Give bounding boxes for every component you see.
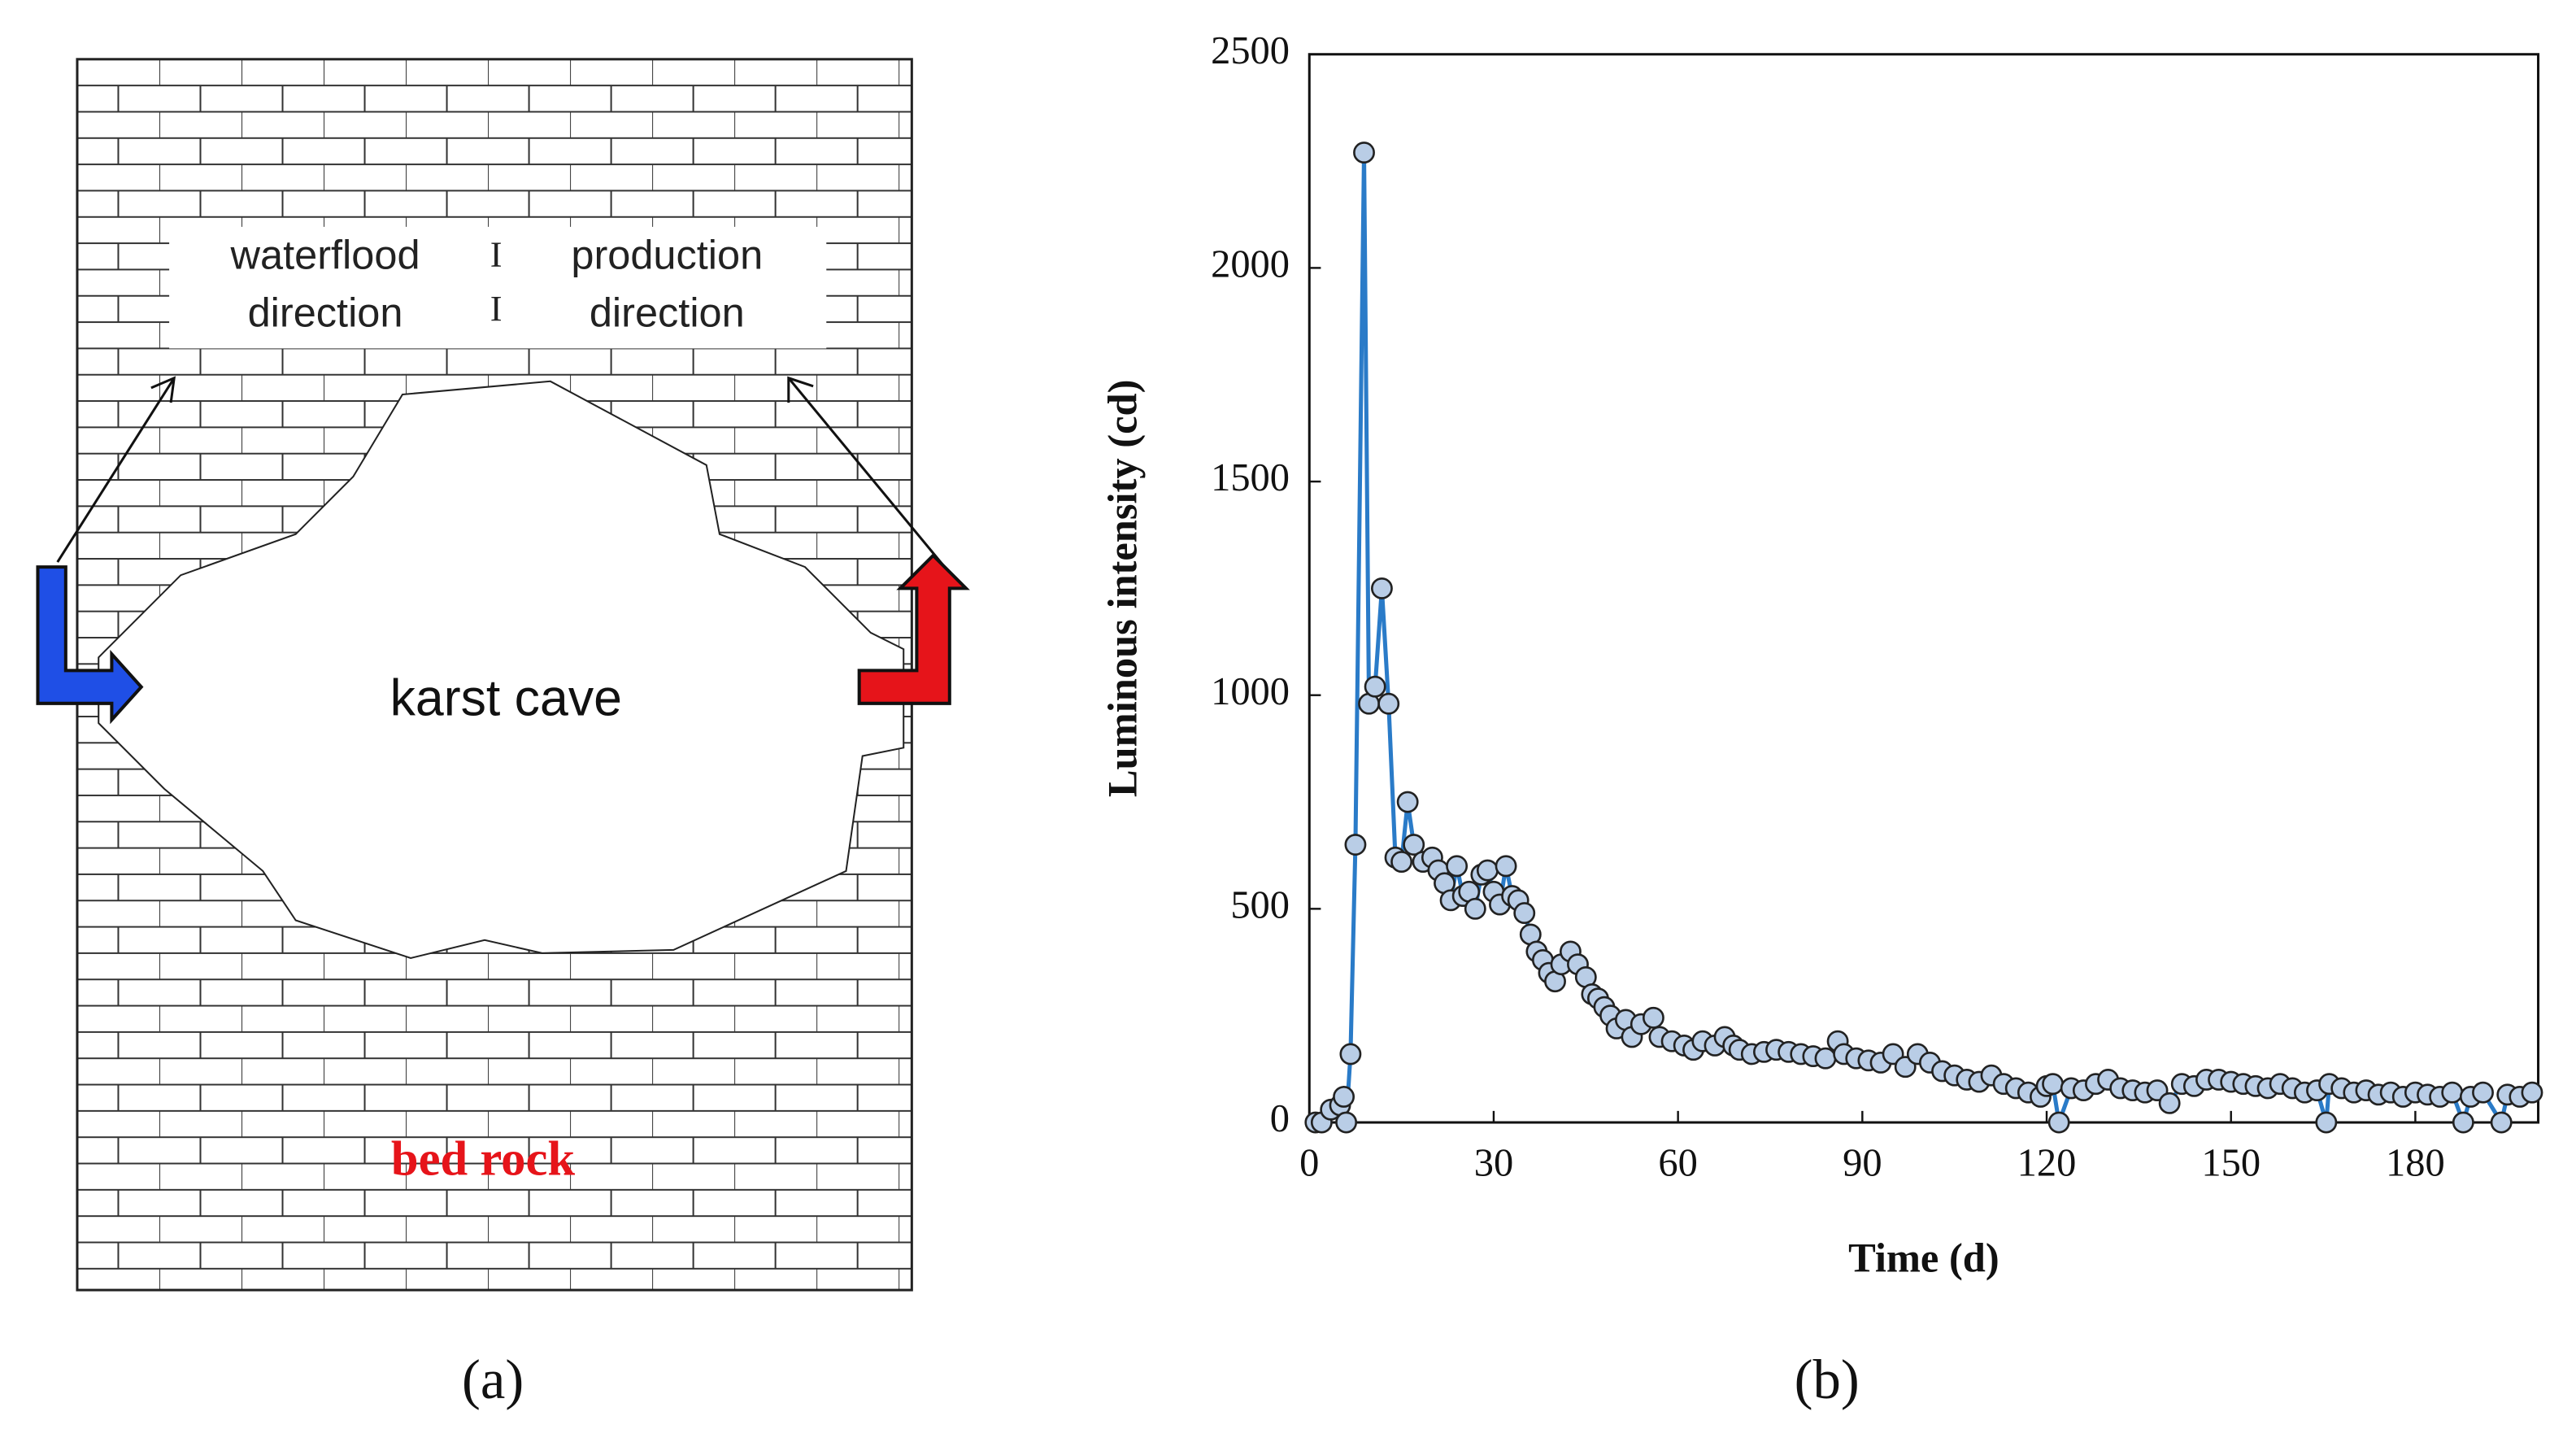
data-point <box>1377 692 1400 715</box>
label-box <box>169 226 827 349</box>
label: production <box>571 232 763 278</box>
x-tick-label: 30 <box>1474 1142 1513 1185</box>
arrow <box>56 377 176 563</box>
label: direction <box>590 289 745 335</box>
cave-label: karst cave <box>390 669 622 726</box>
data-point <box>1642 1006 1664 1029</box>
data-point <box>2452 1111 2474 1134</box>
diagram: waterflood direction I production direct… <box>36 58 970 1292</box>
y-tick-label: 1000 <box>1211 670 1290 713</box>
y-tick-label: 2500 <box>1211 29 1290 72</box>
data-point <box>2472 1081 2494 1104</box>
chart: 0 500 1000 1500 2000 2500 0 30 60 90 120 150 180 Time… <box>1100 29 2543 1280</box>
x-tick-label: 180 <box>2386 1142 2445 1185</box>
rock-label: bed rock <box>391 1131 575 1186</box>
x-tick-label: 60 <box>1658 1142 1697 1185</box>
data-point <box>1464 897 1486 920</box>
data-point <box>1495 855 1517 878</box>
data-point <box>1513 902 1536 925</box>
y-axis-label: Luminous intensity (cd) <box>1100 380 1146 798</box>
arrow <box>787 377 946 569</box>
data-point <box>1370 577 1393 599</box>
y-tick-label: 500 <box>1230 883 1290 926</box>
data-point <box>2042 1073 2065 1096</box>
data-point <box>1364 675 1386 698</box>
data-line <box>1315 152 2533 1130</box>
production-arrow <box>857 553 970 705</box>
label: direction <box>248 289 403 335</box>
data-point <box>1403 834 1425 856</box>
data-point <box>2521 1081 2543 1104</box>
data-point <box>1446 855 1469 878</box>
separator: I <box>490 233 503 274</box>
data-point <box>1344 834 1367 856</box>
arrow-head <box>787 376 814 403</box>
x-tick-label: 120 <box>2017 1142 2077 1185</box>
label: waterflood <box>230 232 420 278</box>
separator: I <box>490 288 503 329</box>
data-point <box>2158 1092 2181 1114</box>
data-point <box>2441 1081 2464 1104</box>
data-point <box>1353 142 1375 164</box>
y-tick-label: 2000 <box>1211 243 1290 286</box>
panel-label: (b) <box>1795 1349 1860 1410</box>
arrow-head <box>150 376 176 403</box>
data-point <box>1339 1043 1362 1065</box>
x-axis-label: Time (d) <box>1848 1235 1999 1280</box>
data-point <box>1333 1086 1355 1108</box>
karst-cave <box>98 380 905 960</box>
y-tick-label: 1500 <box>1211 456 1290 499</box>
data-point <box>2315 1111 2338 1134</box>
data-point <box>2047 1111 2070 1134</box>
injection-arrow <box>36 565 144 725</box>
data-point <box>1814 1047 1837 1070</box>
x-tick-label: 0 <box>1299 1142 1319 1185</box>
data-point <box>1390 851 1413 874</box>
x-tick-label: 90 <box>1843 1142 1882 1185</box>
x-tick-label: 150 <box>2201 1142 2261 1185</box>
data-point <box>2490 1111 2513 1134</box>
y-tick-label: 0 <box>1270 1097 1290 1140</box>
data-point <box>1476 859 1499 882</box>
panel-label: (a) <box>462 1349 524 1410</box>
plot-frame <box>1308 53 2540 1124</box>
data-point <box>1396 791 1419 813</box>
data-point <box>1335 1111 1358 1134</box>
